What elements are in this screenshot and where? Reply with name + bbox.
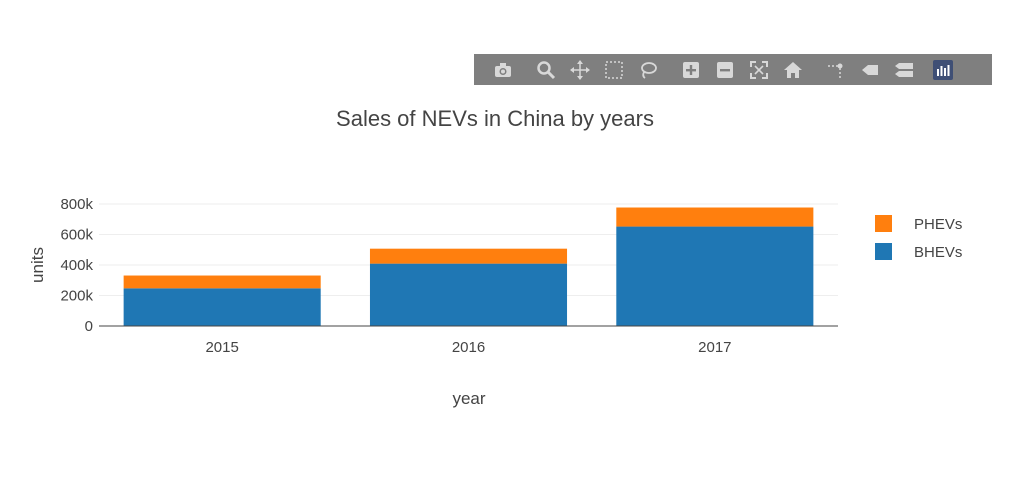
legend-swatch-phevs[interactable] (875, 215, 892, 232)
spike-lines-icon (827, 63, 842, 78)
zoom-in-button[interactable] (678, 57, 703, 82)
plotly-logo-button[interactable] (930, 57, 955, 82)
y-tick-label: 800k (60, 196, 93, 213)
autoscale-icon (749, 60, 768, 79)
lasso-select-icon (640, 61, 657, 79)
x-tick-label: 2017 (698, 339, 731, 356)
y-tick-label: 400k (60, 257, 93, 274)
legend-label-bhevs[interactable]: BHEVs (914, 244, 962, 261)
spike-lines-button[interactable] (823, 57, 848, 82)
box-select-button[interactable] (601, 57, 626, 82)
lasso-select-button[interactable] (635, 57, 660, 82)
zoom-icon (536, 60, 555, 79)
bar-phevs-2016[interactable] (369, 248, 568, 264)
zoom-out-icon (716, 61, 733, 78)
bar-bhevs-2015[interactable] (123, 288, 321, 326)
camera-button[interactable] (490, 57, 515, 82)
zoom-in-icon (682, 61, 699, 78)
hover-compare-button[interactable] (891, 57, 916, 82)
legend[interactable]: PHEVs BHEVs (875, 215, 962, 261)
x-tick-label: 2015 (205, 339, 238, 356)
bar-phevs-2015[interactable] (123, 275, 321, 289)
y-tick-label: 200k (60, 288, 93, 305)
x-axis-title: year (452, 389, 485, 408)
x-tick-label: 2016 (452, 339, 485, 356)
zoom-out-button[interactable] (712, 57, 737, 82)
pan-icon (569, 59, 590, 80)
legend-label-phevs[interactable]: PHEVs (914, 216, 962, 233)
plotly-logo-icon (932, 59, 953, 80)
autoscale-button[interactable] (746, 57, 771, 82)
legend-swatch-bhevs[interactable] (875, 243, 892, 260)
bar-bhevs-2017[interactable] (616, 226, 814, 326)
home-icon (783, 61, 802, 78)
bar-bhevs-2016[interactable] (369, 263, 568, 326)
pan-button[interactable] (567, 57, 592, 82)
chart-title: Sales of NEVs in China by years (336, 106, 654, 131)
box-select-icon (604, 60, 623, 79)
hover-closest-icon (861, 64, 878, 75)
bar-phevs-2017[interactable] (616, 207, 814, 227)
zoom-button[interactable] (533, 57, 558, 82)
y-tick-label: 600k (60, 227, 93, 244)
modebar (474, 54, 992, 85)
home-button[interactable] (780, 57, 805, 82)
y-tick-label: 0 (85, 318, 93, 335)
bars[interactable] (123, 207, 814, 326)
hover-compare-icon (894, 62, 913, 77)
y-axis-title: units (28, 247, 47, 283)
hover-closest-button[interactable] (857, 57, 882, 82)
camera-icon (494, 62, 511, 77)
axes: 0 200k 400k 600k 800k 2015 2016 2017 (60, 196, 838, 356)
